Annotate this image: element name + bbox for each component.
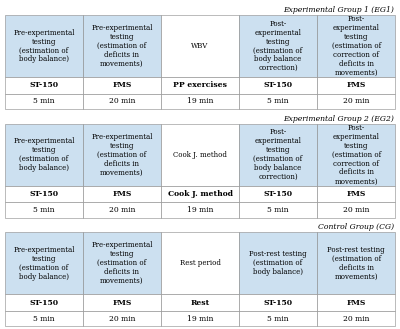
Bar — [239, 294, 317, 311]
Text: 20 min: 20 min — [109, 97, 135, 106]
Bar — [5, 124, 83, 186]
Text: ST-150: ST-150 — [29, 81, 58, 89]
Text: ST-150: ST-150 — [264, 81, 293, 89]
Text: Post-rest testing
(estimation of
body balance): Post-rest testing (estimation of body ba… — [249, 250, 307, 276]
Text: 19 min: 19 min — [187, 97, 213, 106]
Bar — [317, 124, 395, 186]
Bar — [5, 186, 83, 202]
Bar — [239, 124, 317, 186]
Bar — [161, 124, 239, 186]
Text: 20 min: 20 min — [343, 315, 370, 323]
Text: 20 min: 20 min — [109, 315, 135, 323]
Text: PP exercises: PP exercises — [173, 81, 227, 89]
Bar — [239, 77, 317, 94]
Bar — [5, 232, 83, 294]
Text: FMS: FMS — [112, 298, 132, 307]
Text: WBV: WBV — [191, 42, 209, 50]
Text: ST-150: ST-150 — [29, 190, 58, 198]
Bar — [5, 221, 395, 232]
Text: Pre-experimental
testing
(estimation of
deficits in
movements): Pre-experimental testing (estimation of … — [91, 133, 153, 176]
Bar — [83, 124, 161, 186]
Text: Experimental Group 1 (EG1): Experimental Group 1 (EG1) — [283, 6, 394, 14]
Bar — [161, 186, 239, 202]
Text: FMS: FMS — [112, 190, 132, 198]
Bar — [83, 94, 161, 109]
Bar — [317, 94, 395, 109]
Text: ST-150: ST-150 — [264, 298, 293, 307]
Text: 19 min: 19 min — [187, 315, 213, 323]
Bar — [83, 232, 161, 294]
Text: 5 min: 5 min — [33, 206, 55, 214]
Bar — [239, 94, 317, 109]
Bar — [83, 186, 161, 202]
Text: 19 min: 19 min — [187, 206, 213, 214]
Text: Pre-experimental
testing
(estimation of
deficits in
movements): Pre-experimental testing (estimation of … — [91, 241, 153, 285]
Bar — [83, 77, 161, 94]
Bar — [5, 113, 395, 124]
Text: ST-150: ST-150 — [264, 190, 293, 198]
Text: 5 min: 5 min — [33, 97, 55, 106]
Text: 5 min: 5 min — [267, 206, 289, 214]
Bar — [5, 77, 83, 94]
Text: Post-rest testing
(estimation of
deficits in
movements): Post-rest testing (estimation of deficit… — [327, 246, 385, 281]
Bar — [83, 294, 161, 311]
Bar — [83, 15, 161, 77]
Bar — [239, 15, 317, 77]
Text: Rest period: Rest period — [180, 259, 220, 267]
Bar — [5, 311, 83, 326]
Bar — [317, 232, 395, 294]
Text: Post-
experimental
testing
(estimation of
body balance
correction): Post- experimental testing (estimation o… — [254, 20, 303, 72]
Bar — [5, 202, 83, 218]
Bar — [5, 294, 83, 311]
Text: Cook J. method: Cook J. method — [168, 190, 232, 198]
Bar — [317, 202, 395, 218]
Bar — [161, 15, 239, 77]
Text: Post-
experimental
testing
(estimation of
correction of
deficits in
movements): Post- experimental testing (estimation o… — [332, 15, 381, 77]
Bar — [317, 311, 395, 326]
Bar — [161, 202, 239, 218]
Text: Post-
experimental
testing
(estimation of
correction of
deficits in
movements): Post- experimental testing (estimation o… — [332, 124, 381, 185]
Text: 5 min: 5 min — [267, 315, 289, 323]
Text: 20 min: 20 min — [109, 206, 135, 214]
Bar — [317, 186, 395, 202]
Text: Rest: Rest — [190, 298, 210, 307]
Bar — [161, 294, 239, 311]
Bar — [5, 15, 83, 77]
Text: 5 min: 5 min — [267, 97, 289, 106]
Text: Control Group (CG): Control Group (CG) — [318, 223, 394, 231]
Bar — [239, 202, 317, 218]
Text: Pre-experimental
testing
(estimation of
deficits in
movements): Pre-experimental testing (estimation of … — [91, 24, 153, 68]
Bar — [317, 294, 395, 311]
Bar — [83, 311, 161, 326]
Text: Pre-experimental
testing
(estimation of
body balance): Pre-experimental testing (estimation of … — [13, 246, 74, 281]
Bar — [239, 311, 317, 326]
Bar — [161, 232, 239, 294]
Text: Post-
experimental
testing
(estimation of
body balance
correction): Post- experimental testing (estimation o… — [254, 128, 303, 181]
Bar — [317, 15, 395, 77]
Bar — [83, 202, 161, 218]
Bar — [317, 77, 395, 94]
Text: Pre-experimental
testing
(estimation of
body balance): Pre-experimental testing (estimation of … — [13, 29, 74, 63]
Text: FMS: FMS — [112, 81, 132, 89]
Text: Cook J. method: Cook J. method — [173, 151, 227, 159]
Bar — [161, 311, 239, 326]
Bar — [239, 186, 317, 202]
Bar — [161, 94, 239, 109]
Text: 20 min: 20 min — [343, 206, 370, 214]
Text: 20 min: 20 min — [343, 97, 370, 106]
Text: 5 min: 5 min — [33, 315, 55, 323]
Text: ST-150: ST-150 — [29, 298, 58, 307]
Text: FMS: FMS — [346, 190, 366, 198]
Text: FMS: FMS — [346, 298, 366, 307]
Bar — [5, 94, 83, 109]
Bar — [5, 4, 395, 15]
Text: Experimental Group 2 (EG2): Experimental Group 2 (EG2) — [283, 115, 394, 123]
Text: Pre-experimental
testing
(estimation of
body balance): Pre-experimental testing (estimation of … — [13, 137, 74, 172]
Text: FMS: FMS — [346, 81, 366, 89]
Bar — [239, 232, 317, 294]
Bar — [161, 77, 239, 94]
